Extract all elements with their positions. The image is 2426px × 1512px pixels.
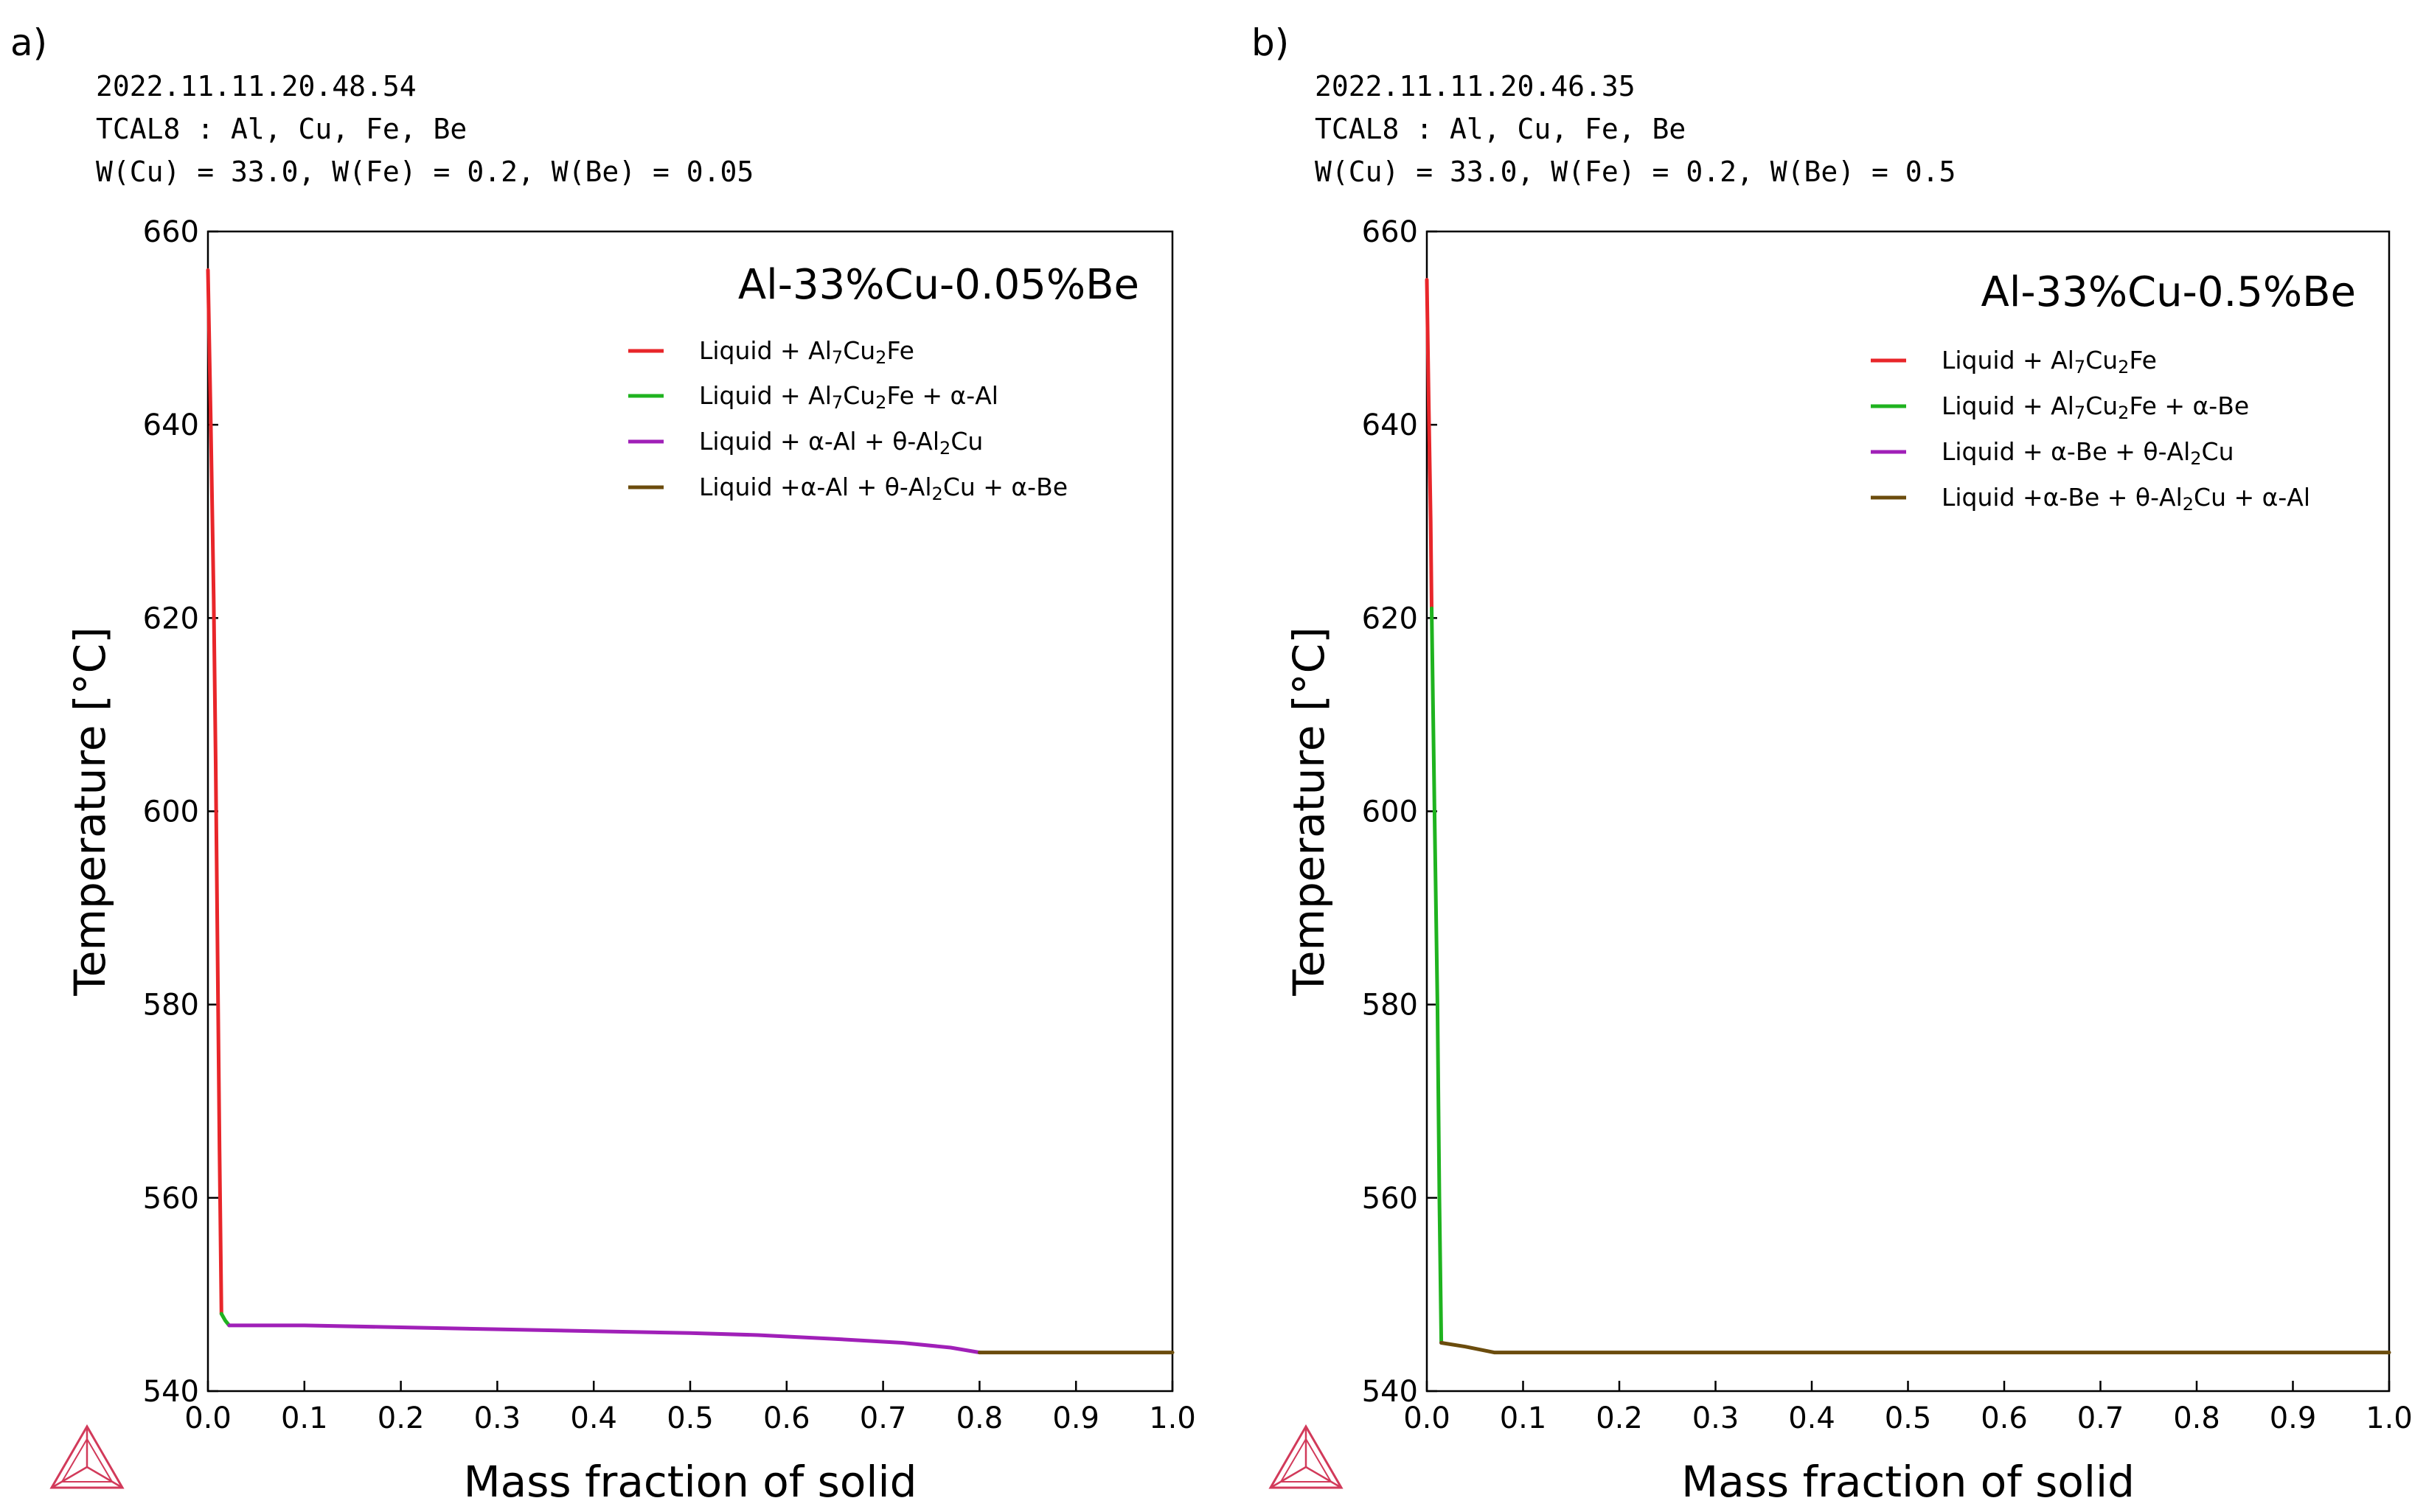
y-tick-label: 640 bbox=[143, 408, 199, 442]
series-line-1 bbox=[1425, 278, 1433, 610]
x-tick-label: 0.2 bbox=[378, 1401, 425, 1435]
x-tick-label: 0.9 bbox=[1052, 1401, 1099, 1435]
x-tick-label: 0.7 bbox=[860, 1401, 907, 1435]
meta-line: 2022.11.11.20.48.54 bbox=[96, 70, 417, 102]
series-line-2 bbox=[1430, 606, 1444, 1345]
legend-entry: Liquid + Al7Cu2Fe + α-Be bbox=[1942, 391, 2249, 423]
x-tick-label: 0.2 bbox=[1596, 1401, 1643, 1435]
legend-entry: Liquid + α-Al + θ-Al2Cu bbox=[699, 427, 983, 459]
meta-line: TCAL8 : Al, Cu, Fe, Be bbox=[1315, 113, 1686, 145]
x-tick-label: 0.8 bbox=[2173, 1401, 2220, 1435]
x-tick-label: 0.4 bbox=[570, 1401, 617, 1435]
legend-entry: Liquid + Al7Cu2Fe bbox=[1942, 346, 2157, 377]
x-tick-label: 0.8 bbox=[956, 1401, 1004, 1435]
chart-panel-b: b) 2022.11.11.20.46.35 TCAL8 : Al, Cu, Fe,… bbox=[1251, 21, 2413, 1507]
x-tick-label: 0.4 bbox=[1788, 1401, 1835, 1435]
y-tick-label: 600 bbox=[1362, 795, 1418, 829]
x-axis-title: Mass fraction of solid bbox=[464, 1457, 917, 1507]
x-tick-label: 0.7 bbox=[2077, 1401, 2124, 1435]
thermocalc-logo-icon bbox=[49, 1424, 125, 1489]
legend-entry: Liquid +α-Al + θ-Al2Cu + α-Be bbox=[699, 473, 1068, 504]
series-line-2 bbox=[219, 1311, 232, 1328]
y-tick-label: 660 bbox=[143, 215, 199, 249]
y-tick-label: 620 bbox=[143, 602, 199, 635]
meta-line: W(Cu) = 33.0, W(Fe) = 0.2, W(Be) = 0.05 bbox=[96, 156, 754, 188]
x-tick-label: 0.1 bbox=[281, 1401, 328, 1435]
x-tick-label: 0.3 bbox=[474, 1401, 521, 1435]
y-tick-label: 600 bbox=[143, 795, 199, 829]
y-tick-label: 580 bbox=[143, 989, 199, 1022]
y-tick-label: 660 bbox=[1362, 215, 1418, 249]
thermocalc-logo-icon bbox=[1268, 1424, 1344, 1489]
x-tick-label: 0.5 bbox=[1885, 1401, 1932, 1435]
series-line-3 bbox=[227, 1323, 981, 1355]
meta-line: 2022.11.11.20.46.35 bbox=[1315, 70, 1636, 102]
chart-title: Al-33%Cu-0.5%Be bbox=[1981, 268, 2356, 316]
x-tick-label: 0.3 bbox=[1692, 1401, 1739, 1435]
x-tick-label: 0.9 bbox=[2270, 1401, 2317, 1435]
y-axis-title: Temperature [°C] bbox=[1284, 627, 1334, 997]
x-tick-label: 0.0 bbox=[1403, 1401, 1450, 1435]
series-line-4 bbox=[1439, 1341, 2391, 1355]
meta-line: W(Cu) = 33.0, W(Fe) = 0.2, W(Be) = 0.5 bbox=[1315, 156, 1956, 188]
y-tick-label: 580 bbox=[1362, 989, 1418, 1022]
x-tick-label: 0.1 bbox=[1500, 1401, 1547, 1435]
panel-label: a) bbox=[10, 21, 47, 64]
series-line-1 bbox=[206, 268, 223, 1316]
x-tick-label: 0.0 bbox=[184, 1401, 232, 1435]
legend-entry: Liquid +α-Be + θ-Al2Cu + α-Al bbox=[1942, 483, 2310, 515]
y-tick-label: 560 bbox=[143, 1182, 199, 1216]
legend-entry: Liquid + α-Be + θ-Al2Cu bbox=[1942, 437, 2234, 469]
y-tick-label: 540 bbox=[1362, 1375, 1418, 1409]
y-tick-label: 640 bbox=[1362, 408, 1418, 442]
legend-entry: Liquid + Al7Cu2Fe bbox=[699, 336, 914, 368]
y-tick-label: 620 bbox=[1362, 602, 1418, 635]
meta-line: TCAL8 : Al, Cu, Fe, Be bbox=[96, 113, 467, 145]
x-tick-label: 1.0 bbox=[1149, 1401, 1196, 1435]
plot-frame bbox=[206, 230, 1174, 1393]
y-axis-title: Temperature [°C] bbox=[65, 627, 115, 997]
y-tick-label: 560 bbox=[1362, 1182, 1418, 1216]
legend-entry: Liquid + Al7Cu2Fe + α-Al bbox=[699, 381, 998, 413]
x-tick-label: 1.0 bbox=[2366, 1401, 2413, 1435]
panel-label: b) bbox=[1251, 21, 1289, 64]
chart-title: Al-33%Cu-0.05%Be bbox=[738, 261, 1139, 309]
x-tick-label: 0.6 bbox=[763, 1401, 810, 1435]
x-tick-label: 0.6 bbox=[1981, 1401, 2028, 1435]
y-tick-label: 540 bbox=[143, 1375, 199, 1409]
x-axis-title: Mass fraction of solid bbox=[1681, 1457, 2135, 1507]
chart-panel-a: a) 2022.11.11.20.48.54 TCAL8 : Al, Cu, Fe,… bbox=[10, 21, 1196, 1507]
x-tick-label: 0.5 bbox=[667, 1401, 714, 1435]
